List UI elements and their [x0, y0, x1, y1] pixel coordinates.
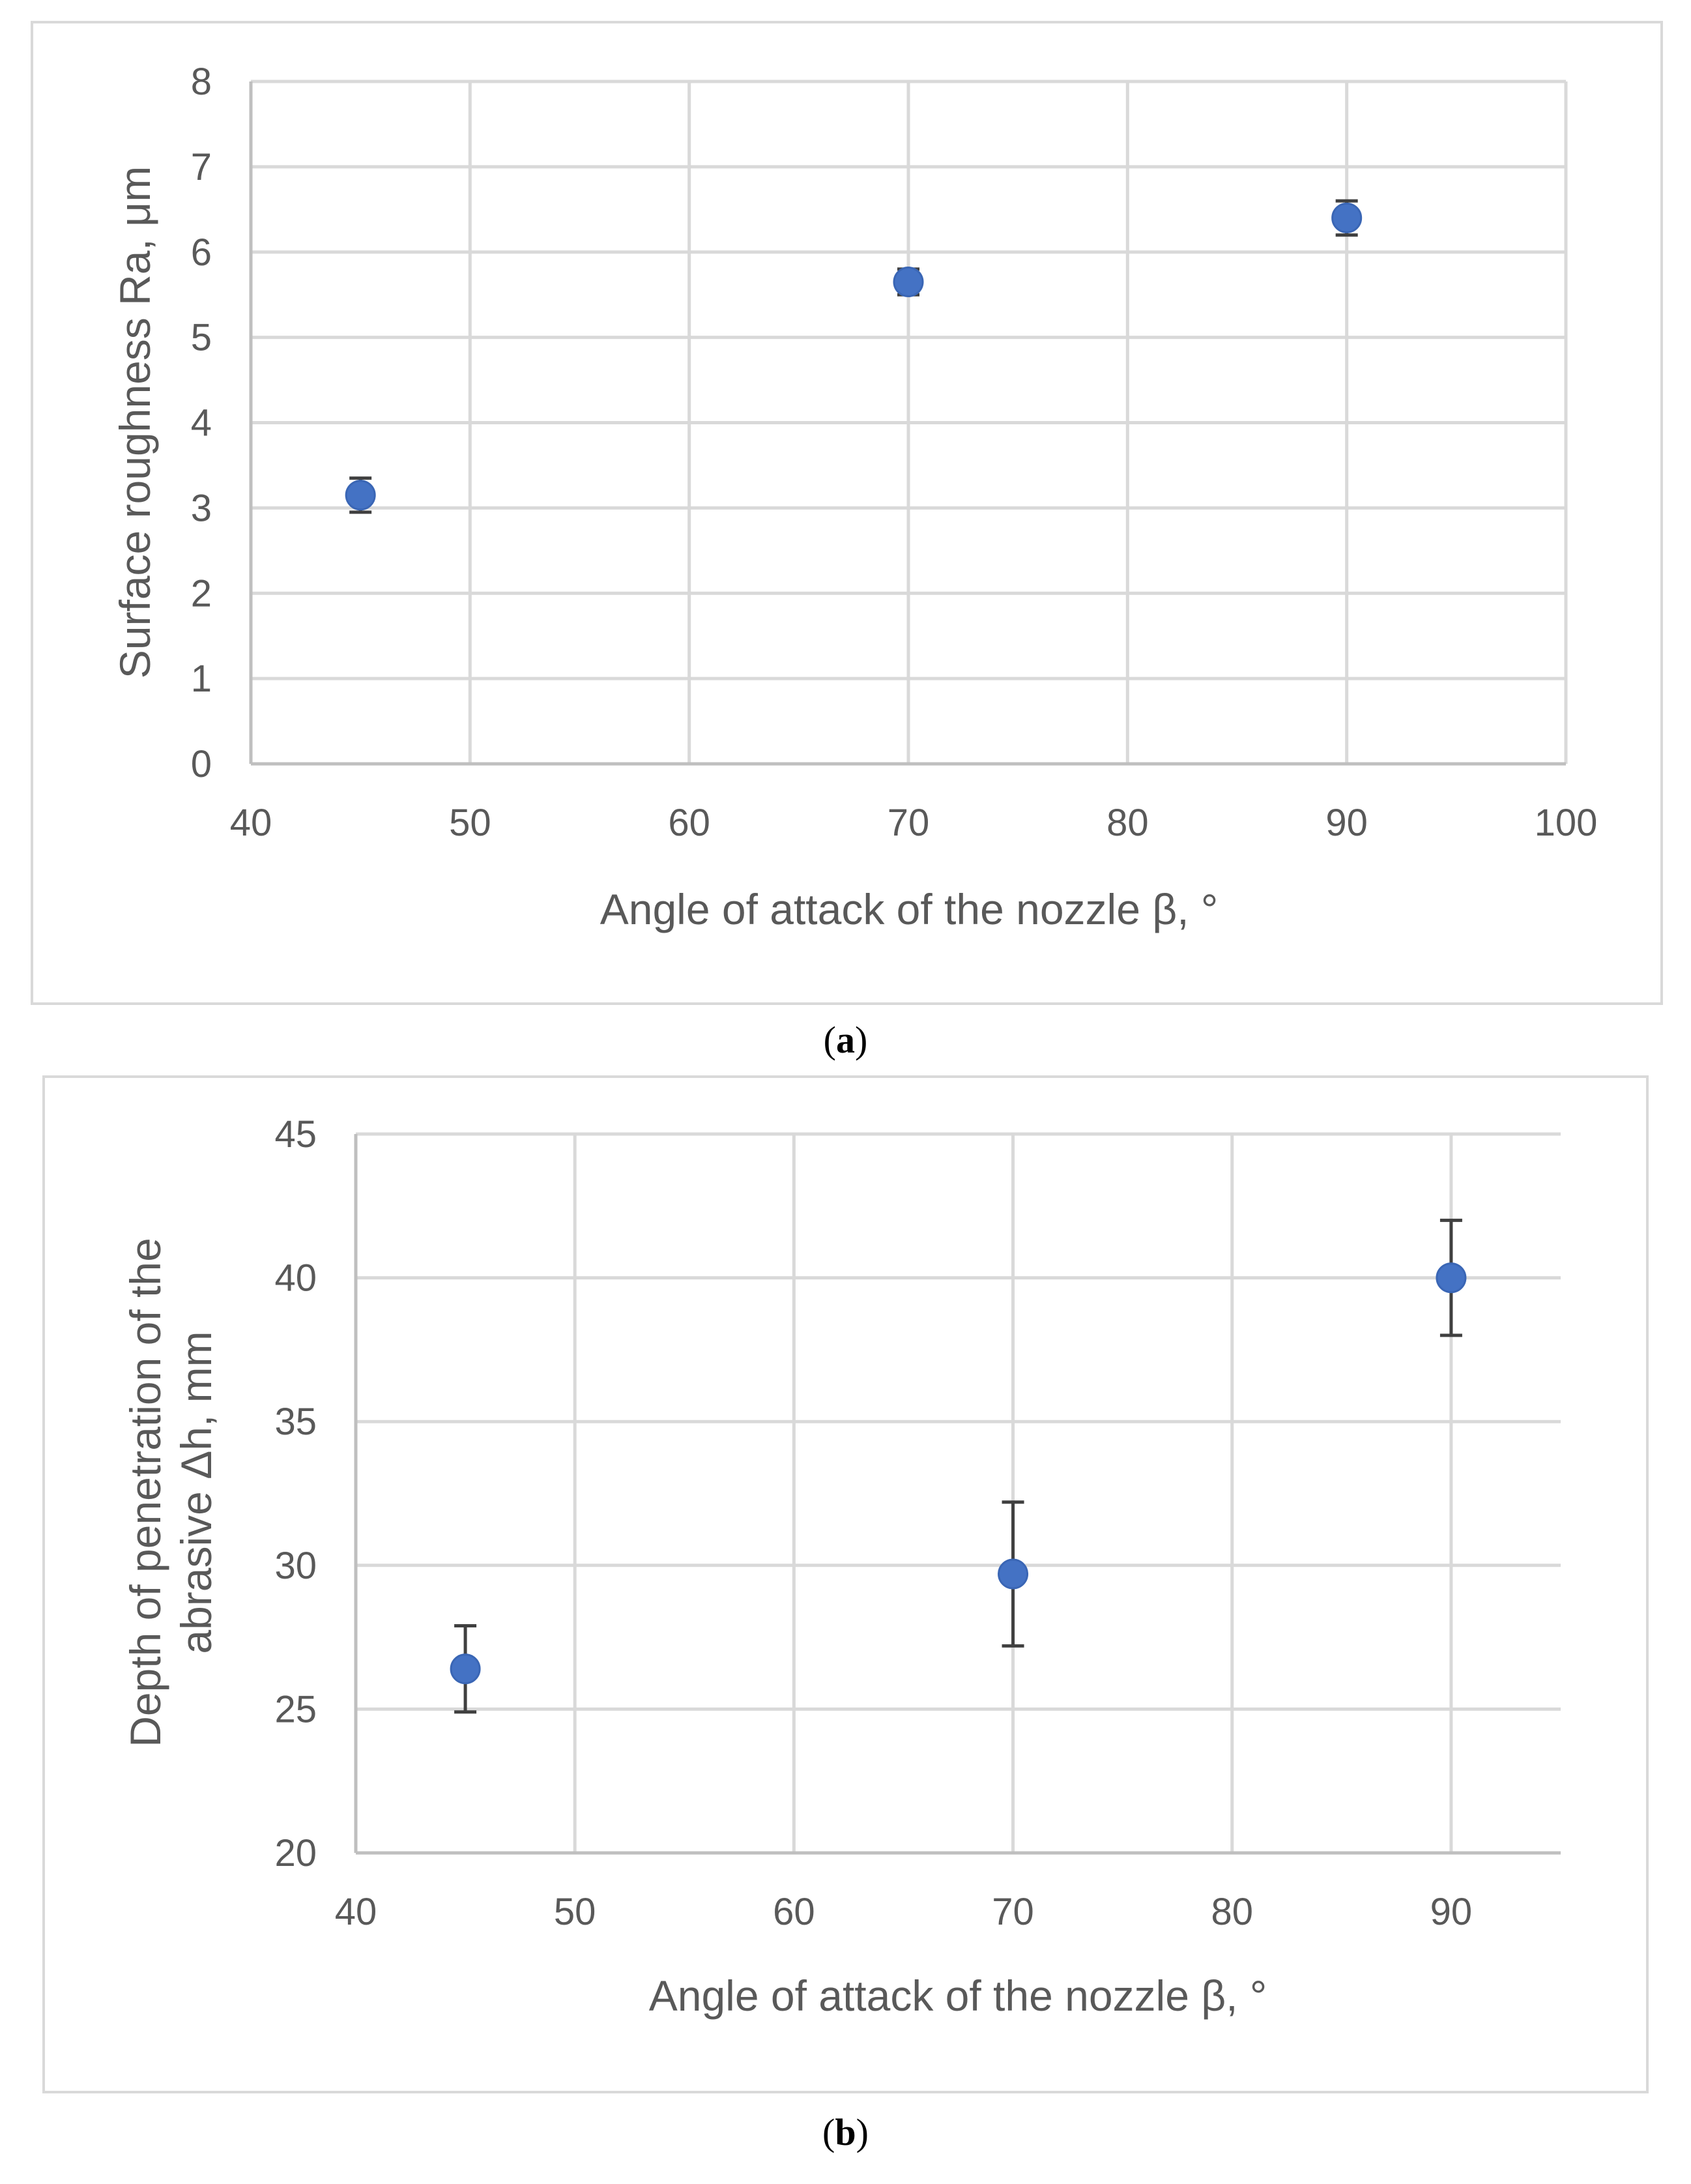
chart-b-frame — [42, 1075, 1649, 2093]
x-tick-label: 90 — [1325, 802, 1368, 844]
chart-a-frame — [31, 21, 1663, 1005]
y-axis-title: Surface roughness Ra, μm — [111, 166, 159, 678]
y-tick-label: 4 — [191, 402, 212, 444]
data-point — [893, 267, 924, 298]
caption-b: (b) — [822, 2111, 869, 2153]
caption-a-label: a — [836, 1019, 855, 1061]
x-tick-label: 40 — [230, 802, 272, 844]
caption-a: (a) — [823, 1019, 868, 1061]
x-tick-label: 50 — [449, 802, 491, 844]
y-tick-label: 3 — [191, 487, 212, 529]
data-point — [345, 480, 376, 511]
y-tick-label: 0 — [191, 743, 212, 785]
x-tick-label: 80 — [1106, 802, 1149, 844]
x-axis-title: Angle of attack of the nozzle β, ° — [600, 885, 1219, 933]
y-tick-label: 1 — [191, 658, 212, 700]
y-tick-label: 6 — [191, 231, 212, 274]
x-tick-label: 70 — [888, 802, 930, 844]
y-tick-label: 5 — [191, 317, 212, 359]
data-point — [1331, 202, 1363, 233]
y-tick-label: 7 — [191, 146, 212, 188]
x-tick-label: 60 — [668, 802, 710, 844]
x-tick-label: 100 — [1535, 802, 1598, 844]
y-tick-label: 8 — [191, 61, 212, 103]
caption-b-label: b — [835, 2111, 856, 2153]
y-tick-label: 2 — [191, 572, 212, 615]
